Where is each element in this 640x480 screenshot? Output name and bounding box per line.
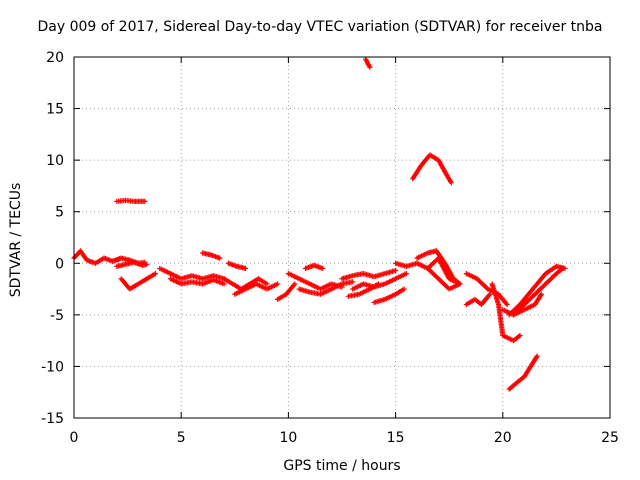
grid-lines [74,57,610,418]
data-point [367,64,373,70]
y-tick-label: -15 [41,411,64,427]
data-point [504,301,510,308]
y-tick-label: 20 [46,50,64,66]
data-series [200,250,223,261]
data-series [362,56,373,70]
data-series [232,281,281,297]
data-point [562,265,568,272]
data-series [221,276,270,292]
data-series [302,262,326,272]
data-series [414,255,463,287]
data-series [275,281,298,302]
chart-title: Day 009 of 2017, Sidereal Day-to-day VTE… [37,19,603,35]
data-point [320,265,326,272]
data-point [142,198,148,204]
data-series [393,260,420,269]
x-axis-label: GPS time / hours [283,458,401,474]
data-point [264,281,270,287]
y-tick-label: 15 [46,102,64,118]
data-point [242,265,249,272]
data-series [296,279,356,297]
x-tick-label: 25 [601,430,619,446]
data-series [118,271,159,292]
data-series [225,260,249,272]
data-series [506,353,540,392]
x-tick-label: 10 [279,430,297,446]
data-point [292,281,298,287]
data-point [538,291,544,297]
data-point [144,261,150,267]
data-series [114,259,150,269]
data-point [393,267,399,274]
x-tick-label: 5 [177,430,186,446]
data-points [71,56,568,392]
data-series [510,291,544,318]
data-series [339,267,399,282]
data-series [425,265,463,292]
data-point [457,281,463,287]
y-tick-label: 10 [46,153,64,169]
data-point [221,281,227,287]
y-tick-label: 0 [55,256,64,272]
data-series [167,276,227,287]
data-series [371,286,407,306]
data-series [506,263,568,318]
data-point [401,286,407,292]
data-point [403,271,409,277]
x-tick-label: 0 [70,430,79,446]
data-point [448,180,454,186]
data-point [534,353,540,359]
plot-frame [73,56,611,419]
data-series [489,281,523,344]
data-point [487,291,493,297]
x-tick-label: 15 [387,430,405,446]
data-series [345,281,382,299]
data-point [217,255,223,261]
data-series [463,291,493,308]
data-point [152,271,159,277]
data-point [350,279,356,285]
data-series [463,271,510,308]
data-series [114,197,148,204]
data-point [517,332,523,339]
y-tick-label: -10 [41,359,64,375]
axis-ticks: 0 5 10 15 20 25 -15 -10 -5 0 5 10 15 20 [41,50,619,446]
y-tick-label: -5 [50,308,64,324]
data-point [275,281,281,287]
data-series [410,152,454,186]
data-point [375,281,382,287]
y-tick-label: 5 [55,205,64,221]
x-tick-label: 20 [494,430,512,446]
data-series [157,265,227,282]
